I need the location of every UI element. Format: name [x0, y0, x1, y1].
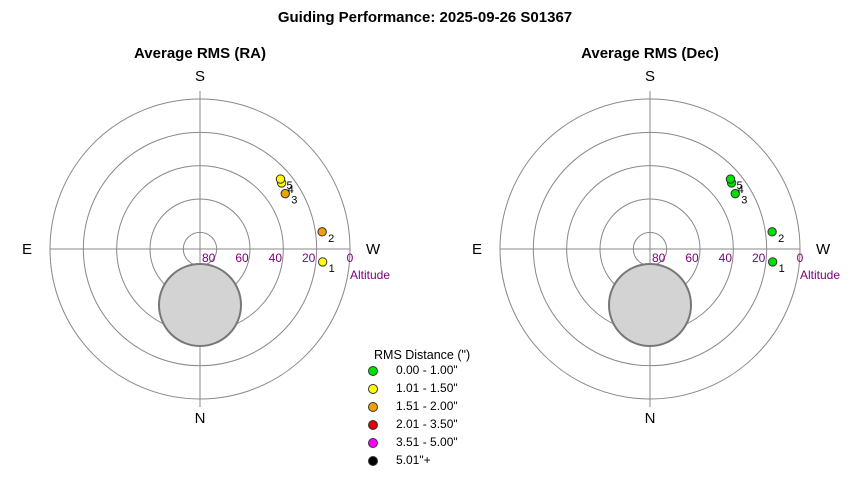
data-point-label: 4 [738, 184, 744, 196]
legend-label: 0.00 - 1.00" [396, 363, 458, 377]
data-point [317, 227, 327, 237]
legend-swatch [368, 420, 378, 430]
data-point [767, 227, 777, 237]
polar-plot: S N E W 80 60 40 20 0 Altitude 1 2 345 [472, 68, 840, 427]
radial-tick-label: 20 [302, 251, 316, 265]
data-point-label: 5 [737, 180, 743, 192]
data-point-label: 1 [329, 263, 335, 275]
radial-tick-label: 60 [685, 251, 699, 265]
direction-label-bottom: N [645, 410, 656, 427]
ra-plot-title: Average RMS (RA) [134, 45, 266, 62]
radial-axis-label: Altitude [350, 268, 390, 282]
data-point-label: 3 [741, 195, 747, 207]
radial-tick-label: 0 [347, 251, 354, 265]
radial-axis-label: Altitude [800, 268, 840, 282]
legend-item: 3.51 - 5.00" [366, 434, 506, 452]
legend-item: 1.51 - 2.00" [366, 398, 506, 416]
legend-item: 5.01"+ [366, 452, 506, 470]
radial-tick-label: 40 [269, 251, 283, 265]
dec-plot-title: Average RMS (Dec) [581, 45, 719, 62]
chart-main-title: Guiding Performance: 2025-09-26 S01367 [277, 9, 573, 26]
legend-item: 1.01 - 1.50" [366, 380, 506, 398]
legend-swatch [368, 366, 378, 376]
radial-tick-label: 60 [235, 251, 249, 265]
direction-label-top: S [195, 68, 205, 85]
data-point-label: 2 [778, 233, 784, 245]
legend-swatch [368, 438, 378, 448]
legend-item: 2.01 - 3.50" [366, 416, 506, 434]
data-point-label: 3 [291, 195, 297, 207]
legend-title: RMS Distance (") [374, 348, 471, 362]
radial-tick-label: 20 [752, 251, 766, 265]
obstruction-disc [608, 263, 692, 347]
legend-label: 1.01 - 1.50" [396, 381, 458, 395]
data-point-label: 4 [288, 184, 294, 196]
data-point-label: 1 [779, 263, 785, 275]
data-point-label: 5 [287, 180, 293, 192]
data-point [280, 188, 290, 199]
legend-label: 2.01 - 3.50" [396, 417, 458, 431]
direction-label-right: W [366, 241, 381, 258]
direction-label-left: E [22, 241, 32, 258]
legend-swatch [368, 384, 378, 394]
rms-legend: RMS Distance (") 0.00 - 1.00" 1.01 - 1.5… [366, 348, 506, 470]
legend-swatch [368, 456, 378, 466]
radial-tick-label: 0 [797, 251, 804, 265]
radial-tick-label: 80 [202, 251, 216, 265]
legend-label: 1.51 - 2.00" [396, 399, 458, 413]
data-point-label: 2 [328, 233, 334, 245]
legend-item: 0.00 - 1.00" [366, 362, 506, 380]
data-point [730, 188, 740, 199]
legend-label: 5.01"+ [396, 453, 431, 467]
legend-label: 3.51 - 5.00" [396, 435, 458, 449]
direction-label-top: S [645, 68, 655, 85]
data-point [317, 257, 328, 267]
radial-tick-label: 40 [719, 251, 733, 265]
legend-swatch [368, 402, 378, 412]
direction-label-right: W [816, 241, 831, 258]
direction-label-left: E [472, 241, 482, 258]
direction-label-bottom: N [195, 410, 206, 427]
obstruction-disc [158, 263, 242, 347]
polar-plot: S N E W 80 60 40 20 0 Altitude 1 2 345 [22, 68, 390, 427]
radial-tick-label: 80 [652, 251, 666, 265]
data-point [725, 174, 736, 184]
data-point [275, 174, 286, 184]
data-point [767, 257, 778, 267]
